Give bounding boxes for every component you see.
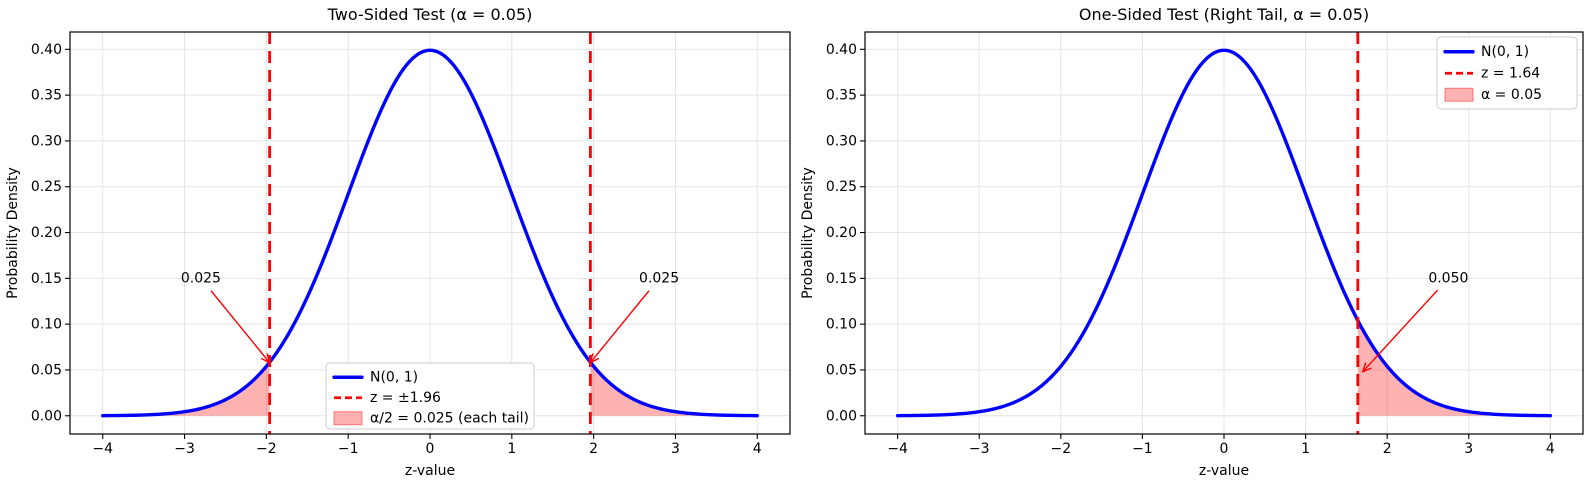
legend-sample-shade [333,411,363,426]
y-tick-label: 0.00 [826,408,857,424]
x-tick-label: 3 [671,441,680,457]
rejection-region [102,362,270,416]
legend-label: α = 0.05 [1481,87,1542,103]
y-tick-label: 0.20 [31,225,62,241]
legend-label: N(0, 1) [370,369,418,385]
y-axis-label: Probability Density [5,167,21,299]
y-tick-label: 0.30 [31,133,62,149]
annotation-arrowhead [589,357,600,364]
annotation-arrowhead [589,353,594,364]
y-tick-label: 0.10 [826,317,857,333]
y-tick-label: 0.15 [826,271,857,287]
x-tick-label: 4 [753,441,762,457]
annotation-arrow [210,290,271,364]
legend-label: z = 1.64 [1481,65,1540,81]
panel-one-sided: 0.050 −4 −3 −2 −1 0 1 2 3 4 0.00 0.05 0.10 0.15 0.20 0.… [800,5,1584,479]
rejection-region [1357,320,1551,416]
plot-title: One-Sided Test (Right Tail, α = 0.05) [1079,5,1369,24]
legend-label: α/2 = 0.025 (each tail) [370,410,529,426]
annotation-label: 0.050 [1428,270,1468,286]
rejection-region [590,362,758,416]
x-tick-label: −4 [92,441,113,457]
x-tick-label: −1 [338,441,359,457]
x-tick-label: 0 [1220,441,1229,457]
x-tick-label: −4 [887,441,908,457]
annotation-arrowhead [260,357,271,364]
legend-box [325,362,535,430]
panel-two-sided: 0.025 0.025 −4 −3 −2 −1 0 1 2 3 4 0.00 0.05 0.10 0.15 0… [5,5,791,479]
annotation-arrow [589,290,650,364]
x-tick-label: −2 [1050,441,1071,457]
y-tick-label: 0.15 [31,271,62,287]
legend-box [1436,36,1578,110]
y-tick-label: 0.40 [31,42,62,58]
y-tick-label: 0.00 [31,408,62,424]
x-tick-label: 3 [1464,441,1473,457]
y-tick-label: 0.10 [31,317,62,333]
axes-border [864,31,1584,435]
x-tick-label: −3 [174,441,195,457]
y-axis-label: Probability Density [800,167,816,299]
x-axis-label: z-value [405,463,455,479]
x-tick-label: −2 [256,441,277,457]
y-tick-label: 0.25 [826,179,857,195]
annotation-arrowhead [1362,362,1367,373]
normal-curve [895,48,1553,418]
x-tick-label: 2 [589,441,598,457]
axes-border [69,31,791,435]
y-tick-label: 0.05 [826,362,857,378]
y-tick-label: 0.40 [826,42,857,58]
y-tick-label: 0.20 [826,225,857,241]
y-tick-label: 0.05 [31,362,62,378]
x-tick-label: 1 [507,441,516,457]
y-tick-label: 0.35 [826,88,857,104]
annotation-label: 0.025 [639,270,679,286]
annotation-arrow [1362,289,1439,373]
x-tick-label: −1 [1132,441,1153,457]
x-axis-label: z-value [1199,463,1249,479]
y-tick-label: 0.30 [826,133,857,149]
legend-sample-shade [1444,87,1474,102]
x-tick-label: 2 [1383,441,1392,457]
annotation-arrowhead [1362,367,1372,373]
legend-label: z = ±1.96 [370,390,441,406]
x-tick-label: 1 [1301,441,1310,457]
x-tick-label: −3 [969,441,990,457]
y-tick-label: 0.35 [31,88,62,104]
legend: N(0, 1) z = ±1.96 α/2 = 0.025 (each tail) [325,362,535,430]
annotation-arrowhead [266,353,271,364]
legend-label: N(0, 1) [1481,44,1529,60]
x-tick-label: 0 [426,441,435,457]
annotation-label: 0.025 [181,270,221,286]
normal-curve [101,48,759,418]
plot-title: Two-Sided Test (α = 0.05) [327,5,533,24]
x-tick-label: 4 [1546,441,1555,457]
y-tick-label: 0.25 [31,179,62,195]
legend: N(0, 1) z = 1.64 α = 0.05 [1436,36,1578,110]
